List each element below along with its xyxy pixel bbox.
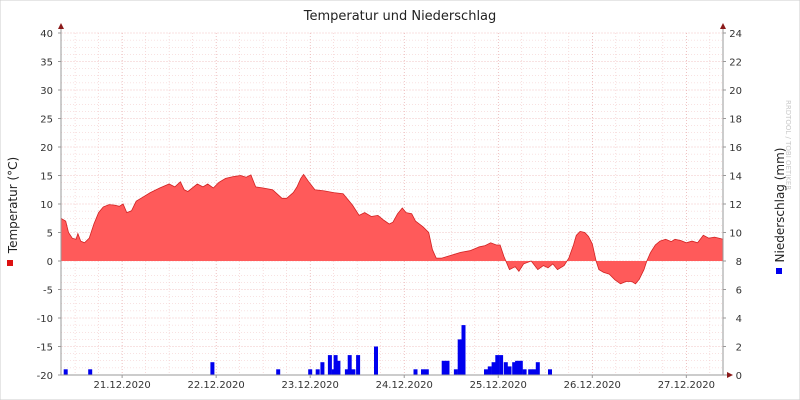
y-axis-right-arrow bbox=[720, 23, 726, 29]
precipitation-bar bbox=[503, 362, 508, 375]
precipitation-bar bbox=[499, 355, 504, 375]
precipitation-bar bbox=[308, 369, 313, 375]
right-tick-label: 20 bbox=[729, 86, 742, 97]
precipitation-bar bbox=[421, 369, 425, 375]
precipitation-bar bbox=[515, 360, 520, 376]
y-axis-left-label: Temperatur (°C) bbox=[6, 157, 20, 254]
precipitation-bar bbox=[327, 355, 332, 375]
right-tick-label: 2 bbox=[736, 343, 742, 354]
right-tick-label: 24 bbox=[729, 29, 742, 40]
left-tick-label: 25 bbox=[40, 115, 53, 126]
precipitation-bar bbox=[63, 369, 68, 375]
precipitation-bar bbox=[445, 360, 450, 376]
precipitation-legend-swatch bbox=[776, 268, 782, 274]
precipitation-bar bbox=[491, 362, 496, 375]
temperature-area bbox=[61, 174, 723, 284]
precipitation-bar bbox=[512, 362, 517, 375]
left-tick-label: -15 bbox=[37, 343, 53, 354]
left-tick-label: 10 bbox=[40, 200, 53, 211]
x-tick-label: 26.12.2020 bbox=[564, 380, 621, 391]
precipitation-bar bbox=[333, 355, 338, 375]
precipitation-bar bbox=[484, 369, 488, 375]
x-axis-ticks: 21.12.2020 22.12.2020 23.12.2020 24.12.2020… bbox=[93, 375, 715, 391]
x-tick-label: 21.12.2020 bbox=[93, 380, 150, 391]
left-tick-label: -10 bbox=[37, 314, 53, 325]
right-tick-label: 18 bbox=[729, 115, 742, 126]
precipitation-bar bbox=[210, 362, 215, 375]
right-tick-label: 16 bbox=[729, 143, 742, 154]
left-tick-label: -20 bbox=[37, 371, 53, 382]
precipitation-bar bbox=[453, 369, 458, 375]
precipitation-bar bbox=[424, 369, 429, 375]
left-tick-label: 35 bbox=[40, 58, 53, 69]
precipitation-bar bbox=[507, 366, 512, 375]
precipitation-bar bbox=[276, 369, 281, 375]
precipitation-bar bbox=[347, 355, 352, 375]
temperature-legend-swatch bbox=[7, 260, 13, 266]
right-tick-label: 14 bbox=[729, 172, 742, 183]
right-tick-label: 10 bbox=[729, 229, 742, 240]
grid bbox=[61, 32, 723, 376]
right-tick-label: 6 bbox=[736, 286, 742, 297]
precipitation-bar bbox=[356, 355, 361, 375]
x-tick-label: 23.12.2020 bbox=[282, 380, 339, 391]
precipitation-bar bbox=[374, 346, 378, 375]
x-tick-label: 25.12.2020 bbox=[470, 380, 527, 391]
precipitation-bar bbox=[336, 360, 341, 376]
precipitation-bar bbox=[441, 360, 446, 376]
precipitation-bar bbox=[518, 360, 523, 376]
precipitation-bar bbox=[461, 325, 466, 375]
right-tick-label: 8 bbox=[736, 257, 742, 268]
precipitation-bar bbox=[413, 369, 418, 375]
precipitation-bar bbox=[320, 362, 325, 375]
y-axis-right-label: Niederschlag (mm) bbox=[773, 148, 787, 263]
precipitation-bar bbox=[548, 369, 552, 375]
left-tick-label: 30 bbox=[40, 86, 53, 97]
watermark: RRDTOOL / TOBI OETIKER bbox=[784, 100, 792, 190]
left-tick-label: 0 bbox=[47, 257, 53, 268]
precipitation-bar bbox=[522, 369, 527, 375]
precipitation-bar bbox=[532, 369, 536, 375]
precipitation-series bbox=[63, 325, 552, 376]
temperature-line bbox=[60, 173, 724, 285]
axes bbox=[58, 23, 733, 378]
right-tick-label: 0 bbox=[736, 371, 742, 382]
right-tick-label: 22 bbox=[729, 58, 742, 69]
left-tick-label: 15 bbox=[40, 172, 53, 183]
left-tick-label: 20 bbox=[40, 143, 53, 154]
y-axis-left-arrow bbox=[58, 23, 64, 29]
chart-title: Temperatur und Niederschlag bbox=[303, 9, 497, 24]
precipitation-bar bbox=[351, 369, 356, 375]
precipitation-bar bbox=[457, 339, 462, 375]
x-tick-label: 24.12.2020 bbox=[376, 380, 433, 391]
precipitation-bar bbox=[487, 366, 492, 375]
precipitation-bar bbox=[315, 369, 320, 375]
precipitation-bar bbox=[495, 355, 500, 375]
precipitation-bar bbox=[528, 369, 533, 375]
left-tick-label: 5 bbox=[47, 229, 53, 240]
precipitation-bar bbox=[535, 362, 540, 375]
right-tick-label: 12 bbox=[729, 200, 742, 211]
temperature-series bbox=[60, 173, 724, 285]
left-tick-label: -5 bbox=[43, 286, 53, 297]
x-axis-arrow bbox=[727, 372, 733, 378]
x-tick-label: 22.12.2020 bbox=[188, 380, 245, 391]
left-tick-label: 40 bbox=[40, 29, 53, 40]
x-tick-label: 27.12.2020 bbox=[658, 380, 715, 391]
left-axis-ticks: 40 35 30 25 20 15 10 5 0 -5 -10 -15 -20 bbox=[37, 29, 61, 382]
precipitation-bar bbox=[88, 369, 93, 375]
precipitation-bar bbox=[344, 369, 349, 375]
right-tick-label: 4 bbox=[736, 314, 742, 325]
